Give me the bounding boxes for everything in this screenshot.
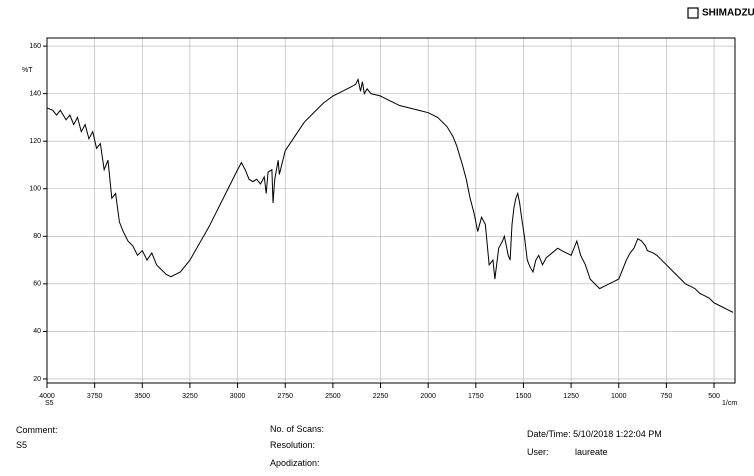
user-label: User: <box>527 447 549 457</box>
x-tick-label: 4000 <box>39 393 55 400</box>
x-tick-label: 3250 <box>182 393 198 400</box>
plot-frame <box>46 37 736 384</box>
scans-label: No. of Scans: <box>270 424 325 434</box>
chart: SHIMADZU %T 1/cm S5 20 40 60 80 100 120 140 160… <box>22 7 754 407</box>
y-tick-label: 120 <box>29 138 41 145</box>
x-tick-label: 3500 <box>135 393 151 400</box>
comment-label: Comment: <box>16 425 58 435</box>
x-tick-label: 2250 <box>373 393 389 400</box>
logo-mark <box>687 7 699 19</box>
y-tick-label: 40 <box>33 328 41 335</box>
x-tick-label: 2000 <box>420 393 436 400</box>
x-tick-label: 2500 <box>325 393 341 400</box>
x-tick-label: 2750 <box>277 393 293 400</box>
resolution-label: Resolution: <box>270 440 316 450</box>
user: laureate <box>575 447 608 457</box>
y-tick-label: 80 <box>33 233 41 240</box>
x-tick-label: 750 <box>661 393 673 400</box>
sample-label: S5 <box>45 400 54 407</box>
x-tick-label: 1000 <box>611 393 627 400</box>
x-tick-label: 1500 <box>516 393 532 400</box>
y-tick-label: 20 <box>33 376 41 383</box>
x-tick-label: 1250 <box>563 393 579 400</box>
apodization-label: Apodization: <box>270 458 320 468</box>
y-tick-label: 160 <box>29 43 41 50</box>
datetime: Date/Time: 5/10/2018 1:22:04 PM <box>527 429 662 439</box>
comment: S5 <box>16 440 28 450</box>
logo: SHIMADZU <box>702 8 754 19</box>
y-tick-label: 100 <box>29 186 41 193</box>
x-tick-label: 3750 <box>87 393 103 400</box>
y-tick-label: 60 <box>33 281 41 288</box>
x-axis-label: 1/cm <box>722 400 737 407</box>
y-axis-label: %T <box>22 67 33 74</box>
x-tick-label: 3000 <box>230 393 246 400</box>
spectrum-line <box>46 77 734 313</box>
x-tick-label: 1750 <box>468 393 484 400</box>
x-tick-label: 500 <box>708 393 720 400</box>
y-tick-label: 140 <box>29 90 41 97</box>
